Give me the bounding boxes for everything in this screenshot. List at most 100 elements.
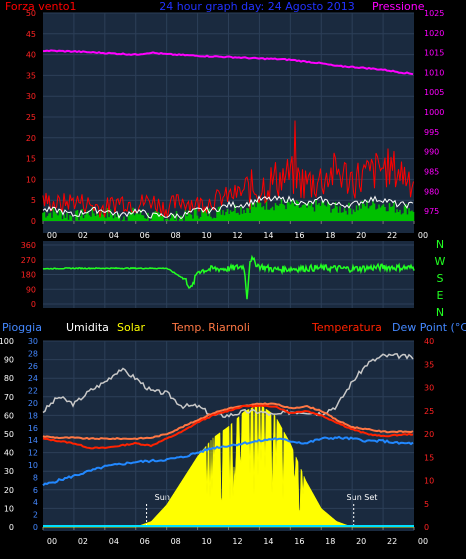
- dewpoint-tick-label: 22: [28, 387, 38, 396]
- wind-tick-label: 25: [26, 113, 36, 122]
- x-tick-label: 12: [232, 537, 242, 546]
- rain-legend-label: Pioggia: [2, 321, 42, 334]
- x-tick-label: 00: [418, 231, 428, 240]
- rain-tick-label: 10: [4, 504, 14, 513]
- x-tick-label: 08: [171, 231, 181, 240]
- x-tick-label: 10: [201, 231, 211, 240]
- temperature-tick-label: 15: [424, 453, 434, 462]
- temperature-tick-label: 35: [424, 360, 434, 369]
- x-tick-label: 06: [140, 231, 150, 240]
- pressure-tick-label: 985: [424, 167, 439, 176]
- rain-tick-label: 60: [4, 411, 14, 420]
- x-tick-label: 20: [356, 231, 366, 240]
- x-tick-label: 10: [201, 537, 211, 546]
- sunset-label: Sun Set: [347, 493, 378, 502]
- x-tick-label: 12: [232, 231, 242, 240]
- direction-tick-label: 180: [21, 271, 36, 280]
- rain-tick-label: 20: [4, 486, 14, 495]
- wind-tick-label: 50: [26, 9, 36, 18]
- pressure-tick-label: 1010: [424, 68, 444, 77]
- direction-tick-label: 90: [26, 285, 36, 294]
- x-tick-label: 18: [325, 537, 335, 546]
- dewpoint-tick-label: 10: [28, 461, 38, 470]
- dewpoint-tick-label: 20: [28, 399, 38, 408]
- direction-letter-s: S: [437, 272, 444, 285]
- x-tick-label: 22: [387, 537, 397, 546]
- temperature-line: [42, 404, 414, 450]
- wind-tick-label: 20: [26, 134, 36, 143]
- x-tick-label: 00: [418, 537, 428, 546]
- wind-mean-line: [42, 195, 414, 220]
- wind-tick-label: 5: [31, 196, 36, 205]
- pressure-tick-label: 1000: [424, 108, 444, 117]
- temperature-tick-label: 25: [424, 407, 434, 416]
- wind-tick-label: 35: [26, 71, 36, 80]
- dewpoint-tick-label: 12: [28, 449, 38, 458]
- dewpoint-tick-label: 18: [28, 411, 38, 420]
- wind-average-bars: [42, 199, 415, 221]
- chart-marks: 0510152025303540455097598098599099510001…: [0, 9, 444, 546]
- pressure-tick-label: 1005: [424, 88, 444, 97]
- x-tick-label: 06: [140, 537, 150, 546]
- direction-letter-e: E: [437, 289, 444, 302]
- rain-tick-label: 90: [4, 356, 14, 365]
- x-tick-label: 00: [47, 231, 57, 240]
- wind-gust-line: [42, 120, 414, 219]
- dewpoint-tick-label: 28: [28, 349, 38, 358]
- x-tick-label: 16: [294, 537, 304, 546]
- rain-tick-label: 30: [4, 467, 14, 476]
- pressure-tick-label: 995: [424, 128, 439, 137]
- x-tick-label: 18: [325, 231, 335, 240]
- rain-tick-label: 80: [4, 374, 14, 383]
- dewpoint-tick-label: 30: [28, 337, 38, 346]
- wind-tick-label: 45: [26, 30, 36, 39]
- dewpoint-line: [42, 435, 414, 487]
- rain-tick-label: 0: [9, 523, 14, 532]
- pressure-tick-label: 1025: [424, 9, 444, 18]
- pressure-tick-label: 990: [424, 148, 439, 157]
- dewpoint-tick-label: 26: [28, 362, 38, 371]
- heat-index-line: [42, 402, 414, 441]
- temperature-tick-label: 30: [424, 384, 434, 393]
- pressure-tick-label: 975: [424, 207, 439, 216]
- dewpoint-tick-label: 4: [33, 498, 38, 507]
- pressure-line: [42, 49, 414, 76]
- temperature-legend-label: Temperatura: [311, 321, 382, 334]
- x-tick-label: 04: [109, 537, 119, 546]
- wind-axis-title: Forza vento1: [5, 0, 77, 13]
- dewpoint-legend-label: Dew Point (°C): [392, 321, 466, 334]
- pressure-tick-label: 1015: [424, 49, 444, 58]
- temperature-tick-label: 0: [424, 523, 429, 532]
- direction-letter-n-top: N: [436, 238, 444, 251]
- chart-title: 24 hour graph day: 24 Agosto 2013: [159, 0, 355, 13]
- direction-letter-w: W: [435, 255, 446, 268]
- dewpoint-tick-label: 6: [33, 486, 38, 495]
- x-tick-label: 00: [47, 537, 57, 546]
- pressure-tick-label: 1020: [424, 29, 444, 38]
- temperature-tick-label: 20: [424, 430, 434, 439]
- x-tick-label: 14: [263, 537, 273, 546]
- dewpoint-tick-label: 8: [33, 473, 38, 482]
- wind-tick-label: 10: [26, 175, 36, 184]
- dewpoint-tick-label: 24: [28, 374, 38, 383]
- humidity-line: [42, 353, 414, 418]
- temperature-tick-label: 5: [424, 500, 429, 509]
- x-tick-label: 02: [78, 231, 88, 240]
- direction-letter-n-bottom: N: [436, 306, 444, 319]
- x-tick-label: 20: [356, 537, 366, 546]
- pressure-axis-title: Pressione: [372, 0, 425, 13]
- x-tick-label: 16: [294, 231, 304, 240]
- rain-tick-label: 100: [0, 337, 14, 346]
- dewpoint-tick-label: 2: [33, 511, 38, 520]
- solar-legend-label: Solar: [117, 321, 146, 334]
- x-tick-label: 14: [263, 231, 273, 240]
- direction-tick-label: 270: [21, 256, 36, 265]
- rain-tick-label: 40: [4, 449, 14, 458]
- dewpoint-tick-label: 14: [28, 436, 38, 445]
- temperature-tick-label: 40: [424, 337, 434, 346]
- wind-tick-label: 0: [31, 217, 36, 226]
- temperature-tick-label: 10: [424, 477, 434, 486]
- dewpoint-tick-label: 16: [28, 424, 38, 433]
- x-tick-label: 02: [78, 537, 88, 546]
